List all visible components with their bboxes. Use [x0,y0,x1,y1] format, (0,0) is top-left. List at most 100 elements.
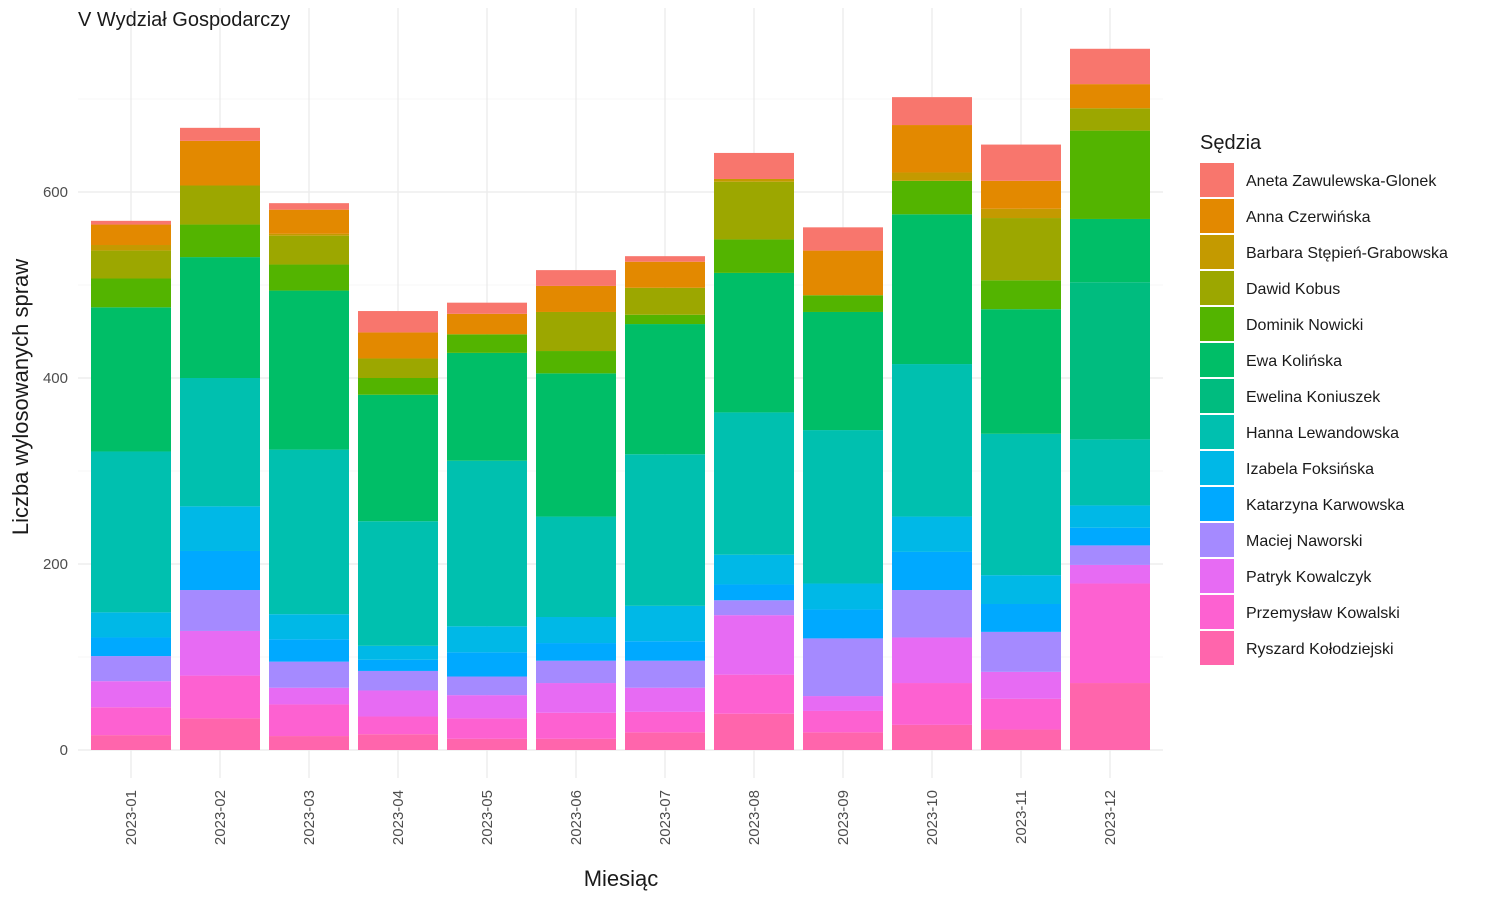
bar-segment [180,185,260,225]
bar-segment [714,181,794,240]
bar-segment [892,172,972,181]
bar-segment [1070,564,1150,584]
bar-segment [803,696,883,711]
bar-segment [892,590,972,638]
bar-segment [447,626,527,653]
legend-key [1200,559,1234,593]
bar-segment [714,412,794,555]
bar-segment [625,605,705,642]
legend-key [1200,343,1234,377]
x-tick-label: 2023-03 [301,790,318,845]
bar-segment [1070,545,1150,565]
bar-segment [269,233,349,236]
bar-segment [981,144,1061,181]
bar-segment [447,718,527,739]
bar-segment [714,600,794,616]
bar-segment [358,734,438,750]
legend-key [1200,595,1234,629]
bar-segment [625,732,705,750]
bar-segment [1070,683,1150,750]
bar-segment [269,264,349,291]
bar-segment [91,307,171,452]
legend-key [1200,379,1234,413]
bar-segment [714,272,794,413]
x-tick-label: 2023-08 [746,790,763,845]
bar-segment [269,704,349,737]
bar-segment [892,180,972,215]
chart-title: V Wydział Gospodarczy [78,9,290,31]
x-tick-label: 2023-02 [212,790,229,845]
bar-segment [892,683,972,725]
bar-segment [892,364,972,517]
legend-label: Ewelina Koniuszek [1246,389,1381,406]
bar-segment [892,214,972,365]
bar-segment [91,612,171,638]
bar-segment [1070,130,1150,219]
legend-key [1200,451,1234,485]
bar-segment [892,97,972,126]
bar-segment [180,630,260,676]
bar-segment [714,674,794,714]
bar-segment [269,449,349,615]
x-tick-label: 2023-07 [657,790,674,845]
bar-segment [180,127,260,141]
bar-segment [447,334,527,353]
bar-segment [180,590,260,631]
x-tick-label: 2023-12 [1102,790,1119,845]
bar-segment [180,718,260,750]
bar-segment [714,152,794,179]
legend-key [1200,415,1234,449]
bar-segment [536,683,616,713]
bar-segment [981,729,1061,750]
bar-segment [625,711,705,733]
bar-segment [981,208,1061,219]
bar-segment [91,224,171,246]
legend-items: Aneta Zawulewska-Glonek Anna Czerwińska Ba… [1200,163,1448,665]
bar-segment [625,660,705,688]
bar-segment [180,550,260,591]
x-tick-label: 2023-01 [123,790,140,845]
x-tick-label: 2023-10 [924,790,941,845]
y-tick-label: 200 [43,556,68,573]
bar-segment [269,736,349,750]
bar-segment [358,659,438,671]
legend-key [1200,163,1234,197]
bar-segment [447,676,527,696]
bar-segment [625,324,705,455]
bar-segment [447,695,527,719]
bar-segment [803,638,883,697]
bar-segment [1070,282,1150,440]
legend-label: Barbara Stępień-Grabowska [1246,245,1448,262]
bar-segment [536,516,616,618]
bar-segment [1070,48,1150,85]
bar-segment [180,378,260,507]
bar-segment [269,614,349,640]
x-tick-label: 2023-04 [390,790,407,845]
bar-segment [447,652,527,677]
bar-segment [91,451,171,613]
bar-segment [1070,505,1150,528]
bar-segment [269,687,349,705]
bar-segment [803,732,883,750]
legend-label: Dawid Kobus [1246,281,1340,298]
bar-segment [91,735,171,750]
bar-segment [91,245,171,251]
bar-segment [803,295,883,312]
bar-segment [269,203,349,210]
bar-segment [625,641,705,661]
bar-segment [536,311,616,352]
bar-segment [536,351,616,374]
bar-segment [803,430,883,584]
legend-label: Patryk Kowalczyk [1246,569,1372,586]
bar-segment [1070,84,1150,109]
y-tick-label: 400 [43,370,68,387]
bar-segment [358,521,438,646]
bar-segment [803,227,883,251]
bar-segment [358,670,438,691]
bar-segment [714,178,794,182]
legend-key [1200,523,1234,557]
bar-segment [180,257,260,378]
y-tick-label: 600 [43,184,68,201]
bar-segment [91,637,171,657]
legend-label: Aneta Zawulewska-Glonek [1246,173,1437,190]
